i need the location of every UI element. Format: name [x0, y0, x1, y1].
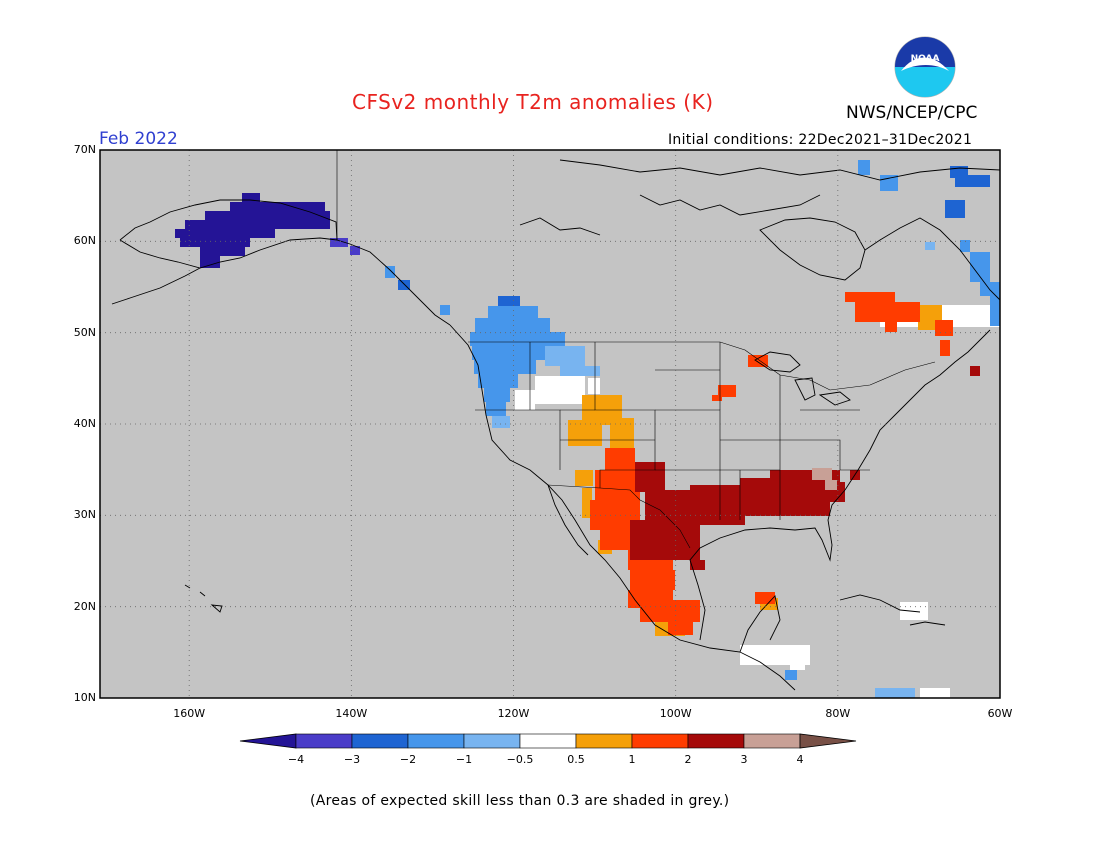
colorbar-label: 1: [628, 753, 636, 766]
anomaly-cell: [668, 620, 693, 635]
anomaly-cell: [180, 238, 250, 247]
lat-label: 70N: [73, 143, 96, 156]
lat-label: 30N: [73, 508, 96, 522]
anomaly-cell: [474, 360, 536, 374]
anomaly-cell: [200, 256, 220, 268]
anomaly-cell: [855, 302, 920, 322]
lon-label: 100W: [659, 707, 692, 720]
anomaly-cell: [935, 320, 953, 336]
anomaly-cell: [635, 462, 665, 492]
anomaly-cell: [475, 318, 550, 332]
anomaly-cell: [785, 670, 797, 680]
anomaly-cell: [205, 211, 330, 220]
lat-label: 20N: [73, 599, 96, 613]
anomaly-cell: [885, 322, 897, 332]
anomaly-cell: [748, 355, 768, 367]
anomaly-cell: [858, 160, 870, 175]
anomaly-cell: [242, 193, 260, 202]
lon-label: 120W: [497, 707, 530, 720]
anomaly-cell: [588, 378, 600, 394]
anomaly-cell: [398, 280, 410, 290]
anomaly-cell: [545, 346, 585, 366]
anomaly-cell: [970, 366, 980, 376]
anomaly-cell: [712, 395, 722, 401]
anomaly-cell: [925, 242, 935, 250]
anomaly-cell: [350, 246, 360, 255]
anomaly-cell: [175, 229, 275, 238]
anomaly-cell: [690, 485, 745, 525]
anomaly-cell: [515, 390, 535, 410]
colorbar-label: −0.5: [506, 753, 534, 766]
lat-label: 10N: [73, 691, 96, 704]
anomaly-cell: [630, 570, 675, 590]
anomaly-cell: [582, 488, 592, 518]
lon-label: 80W: [825, 707, 851, 720]
anomaly-cell: [690, 560, 705, 570]
agency-label: NWS/NCEP/CPC: [846, 103, 978, 123]
anomaly-cell: [610, 418, 634, 448]
colorbar-label: −4: [287, 753, 305, 766]
anomaly-cell: [484, 388, 510, 402]
lon-label: 60W: [987, 707, 1013, 720]
lat-label: 60N: [73, 234, 96, 248]
anomaly-cell: [960, 240, 970, 252]
colorbar-label: 3: [740, 753, 748, 766]
anomaly-cell: [940, 340, 950, 356]
anomaly-cell: [945, 200, 965, 218]
anomaly-cell: [330, 238, 348, 247]
colorbar-label: 4: [796, 753, 804, 766]
anomaly-cell: [970, 252, 990, 282]
colorbar-label: −3: [343, 753, 361, 766]
lat-label: 50N: [73, 325, 96, 339]
anomaly-cell: [595, 470, 640, 500]
skill-footnote: (Areas of expected skill less than 0.3 a…: [310, 793, 730, 809]
anomaly-cell: [812, 468, 832, 480]
forecast-month: Feb 2022: [99, 129, 178, 149]
political-borders: [336, 150, 936, 549]
anomaly-cell: [980, 282, 1000, 296]
anomaly-cell: [825, 480, 837, 490]
anomaly-cell: [185, 220, 330, 229]
lon-label: 140W: [335, 707, 368, 720]
colorbar-label: −1: [455, 753, 473, 766]
anomaly-cell: [200, 247, 245, 256]
colorbar-label: 2: [684, 753, 692, 766]
anomaly-cell: [478, 374, 518, 388]
map-frame: [99, 149, 1001, 699]
lat-label: 40N: [73, 417, 96, 430]
anomaly-cell: [880, 175, 898, 191]
anomaly-cell: [790, 660, 805, 670]
anomaly-cell: [470, 332, 565, 346]
anomaly-cell: [486, 402, 506, 416]
initial-conditions: Initial conditions: 22Dec2021–31Dec2021: [668, 132, 973, 148]
coastlines: [111, 159, 1001, 691]
anomaly-cell: [718, 385, 736, 397]
map-title: CFSv2 monthly T2m anomalies (K): [352, 90, 714, 114]
anomaly-cell: [492, 416, 510, 428]
colorbar-label: −2: [399, 753, 417, 766]
anomaly-cell: [498, 296, 520, 306]
colorbar-label: 0.5: [567, 753, 585, 766]
anomaly-cell: [755, 592, 775, 604]
anomaly-cell: [535, 376, 585, 404]
anomaly-cell: [575, 470, 593, 486]
anomaly-cell: [600, 530, 630, 550]
anomaly-cell: [440, 305, 450, 315]
anomaly-cell: [560, 366, 600, 376]
anomaly-cell: [488, 306, 538, 318]
anomaly-cell: [385, 266, 395, 278]
anomaly-cell: [990, 296, 1000, 326]
map-gridlines: [100, 150, 1000, 698]
anomaly-cell: [640, 600, 700, 622]
anomaly-cell: [920, 688, 950, 698]
anomaly-cell: [630, 520, 700, 560]
anomaly-cell: [875, 688, 915, 698]
lon-label: 160W: [173, 707, 206, 720]
anomaly-cell: [955, 175, 990, 187]
anomaly-cell: [230, 202, 325, 211]
anomaly-cell: [845, 292, 895, 302]
